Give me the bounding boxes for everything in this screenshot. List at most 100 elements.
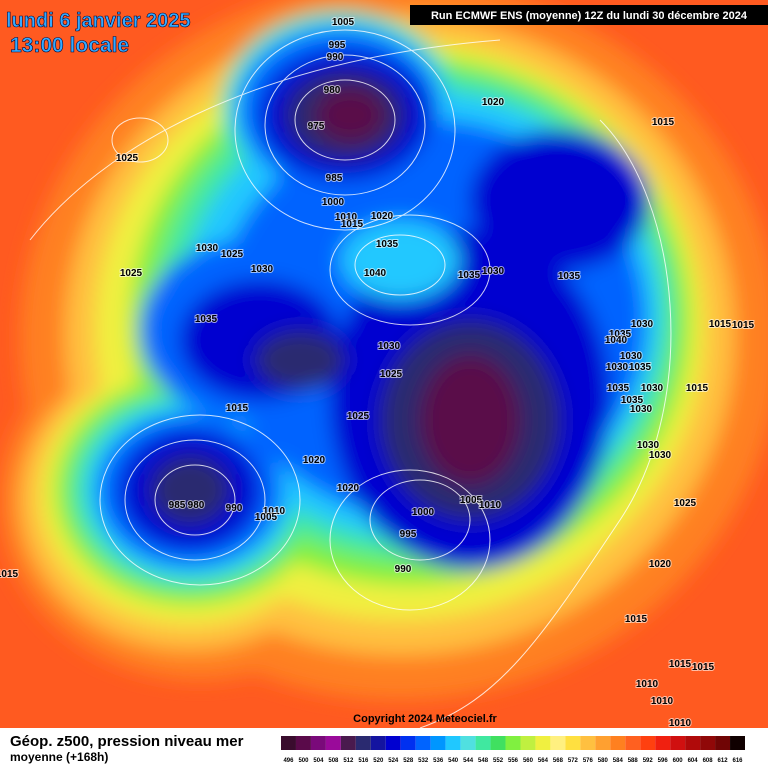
isobar-label: 990 xyxy=(327,52,344,63)
isobar-label: 995 xyxy=(329,40,346,51)
legend-swatch xyxy=(595,736,611,750)
isobar-label: 1025 xyxy=(380,369,403,380)
isobar-label: 980 xyxy=(188,500,205,511)
legend-label: 592 xyxy=(643,758,654,764)
legend-swatch xyxy=(340,736,356,750)
isobar-label: 1010 xyxy=(669,718,692,729)
legend-swatch xyxy=(520,736,536,750)
legend-label: 500 xyxy=(298,758,309,764)
run-info: Run ECMWF ENS (moyenne) 12Z du lundi 30 … xyxy=(431,10,748,22)
isobar-label: 1030 xyxy=(637,440,660,451)
isobar-label: 1040 xyxy=(605,335,628,346)
isobar-label: 1015 xyxy=(226,403,249,414)
legend-label: 608 xyxy=(703,758,714,764)
legend-swatch xyxy=(550,736,566,750)
legend-label: 504 xyxy=(313,758,324,764)
color-legend: 496 500 504 508 512 516 520 524 528 532 536 540 544 5… xyxy=(281,736,745,764)
legend-swatch xyxy=(580,736,596,750)
legend-swatch xyxy=(625,736,641,750)
legend-swatch xyxy=(655,736,671,750)
isobar-label: 1015 xyxy=(0,569,19,580)
isobar-label: 1025 xyxy=(116,153,139,164)
legend-label: 588 xyxy=(628,758,639,764)
isobar-label: 1025 xyxy=(221,249,244,260)
legend-swatch xyxy=(400,736,416,750)
legend-label: 604 xyxy=(688,758,699,764)
legend-label: 552 xyxy=(493,758,504,764)
legend-label: 564 xyxy=(538,758,549,764)
isobar-label: 975 xyxy=(308,121,325,132)
isobar-label: 995 xyxy=(400,529,417,540)
legend-label: 544 xyxy=(463,758,474,764)
legend-swatch xyxy=(415,736,431,750)
isobar-label: 1015 xyxy=(732,320,755,331)
legend-label: 512 xyxy=(343,758,354,764)
run-box xyxy=(410,5,768,25)
footer-subtitle: moyenne (+168h) xyxy=(10,750,108,764)
isobar-label: 1030 xyxy=(631,319,654,330)
isobar-label: 1020 xyxy=(371,211,394,222)
legend-label: 560 xyxy=(523,758,534,764)
isobar-label: 985 xyxy=(326,173,343,184)
isobar-label: 1015 xyxy=(709,319,732,330)
legend-swatch xyxy=(730,736,745,750)
isobar-label: 1020 xyxy=(649,559,672,570)
isobar-label: 1035 xyxy=(458,270,481,281)
isobar-label: 990 xyxy=(226,503,243,514)
legend-swatch xyxy=(670,736,686,750)
legend-swatch xyxy=(370,736,386,750)
isobar-label: 1030 xyxy=(482,266,505,277)
legend-label: 528 xyxy=(403,758,414,764)
isobar-label: 1035 xyxy=(609,329,632,340)
isobar-label: 1000 xyxy=(322,197,345,208)
isobar-label: 1020 xyxy=(337,483,360,494)
legend-label: 520 xyxy=(373,758,384,764)
isobar-label: 1025 xyxy=(674,498,697,509)
footer-title: Géop. z500, pression niveau mer xyxy=(10,733,244,750)
isobar-label: 1020 xyxy=(482,97,505,108)
isobar-label: 1005 xyxy=(255,512,278,523)
legend-label: 540 xyxy=(448,758,459,764)
isobar-label: 1030 xyxy=(378,341,401,352)
legend-swatch xyxy=(610,736,626,750)
isobar-label: 1010 xyxy=(263,506,286,517)
legend-swatch xyxy=(535,736,551,750)
isobar-label: 1035 xyxy=(376,239,399,250)
legend-swatch xyxy=(445,736,461,750)
copyright: Copyright 2024 Meteociel.fr xyxy=(353,713,497,725)
legend-swatch xyxy=(700,736,716,750)
legend-label: 612 xyxy=(718,758,729,764)
isobar-label: 1015 xyxy=(686,383,709,394)
legend-swatch xyxy=(325,736,341,750)
isobar-label: 1015 xyxy=(669,659,692,670)
isobar-label: 980 xyxy=(324,85,341,96)
legend-label: 496 xyxy=(283,758,294,764)
legend-label: 556 xyxy=(508,758,519,764)
isobar-label: 1030 xyxy=(251,264,274,275)
isobar-label: 1005 xyxy=(332,17,355,28)
isobar-label: 1025 xyxy=(347,411,370,422)
isobar-label: 1010 xyxy=(335,212,358,223)
isobar-label: 1030 xyxy=(649,450,672,461)
isobar-label: 1035 xyxy=(607,383,630,394)
isobar-label: 1015 xyxy=(692,662,715,673)
legend-swatch xyxy=(385,736,401,750)
isobar-label: 1030 xyxy=(196,243,219,254)
isobar-label: 1010 xyxy=(636,679,659,690)
legend-label: 536 xyxy=(433,758,444,764)
legend-swatch xyxy=(281,736,296,750)
legend-swatch xyxy=(715,736,731,750)
isobar-label: 985 xyxy=(169,500,186,511)
legend-label: 584 xyxy=(613,758,624,764)
legend-label: 600 xyxy=(673,758,684,764)
isobar-label: 990 xyxy=(395,564,412,575)
field xyxy=(0,0,768,728)
isobar-label: 1035 xyxy=(629,362,652,373)
isobar-label: 1030 xyxy=(606,362,629,373)
isobar-label: 1010 xyxy=(651,696,674,707)
legend-label: 572 xyxy=(568,758,579,764)
legend-swatch xyxy=(565,736,581,750)
legend-label: 532 xyxy=(418,758,429,764)
